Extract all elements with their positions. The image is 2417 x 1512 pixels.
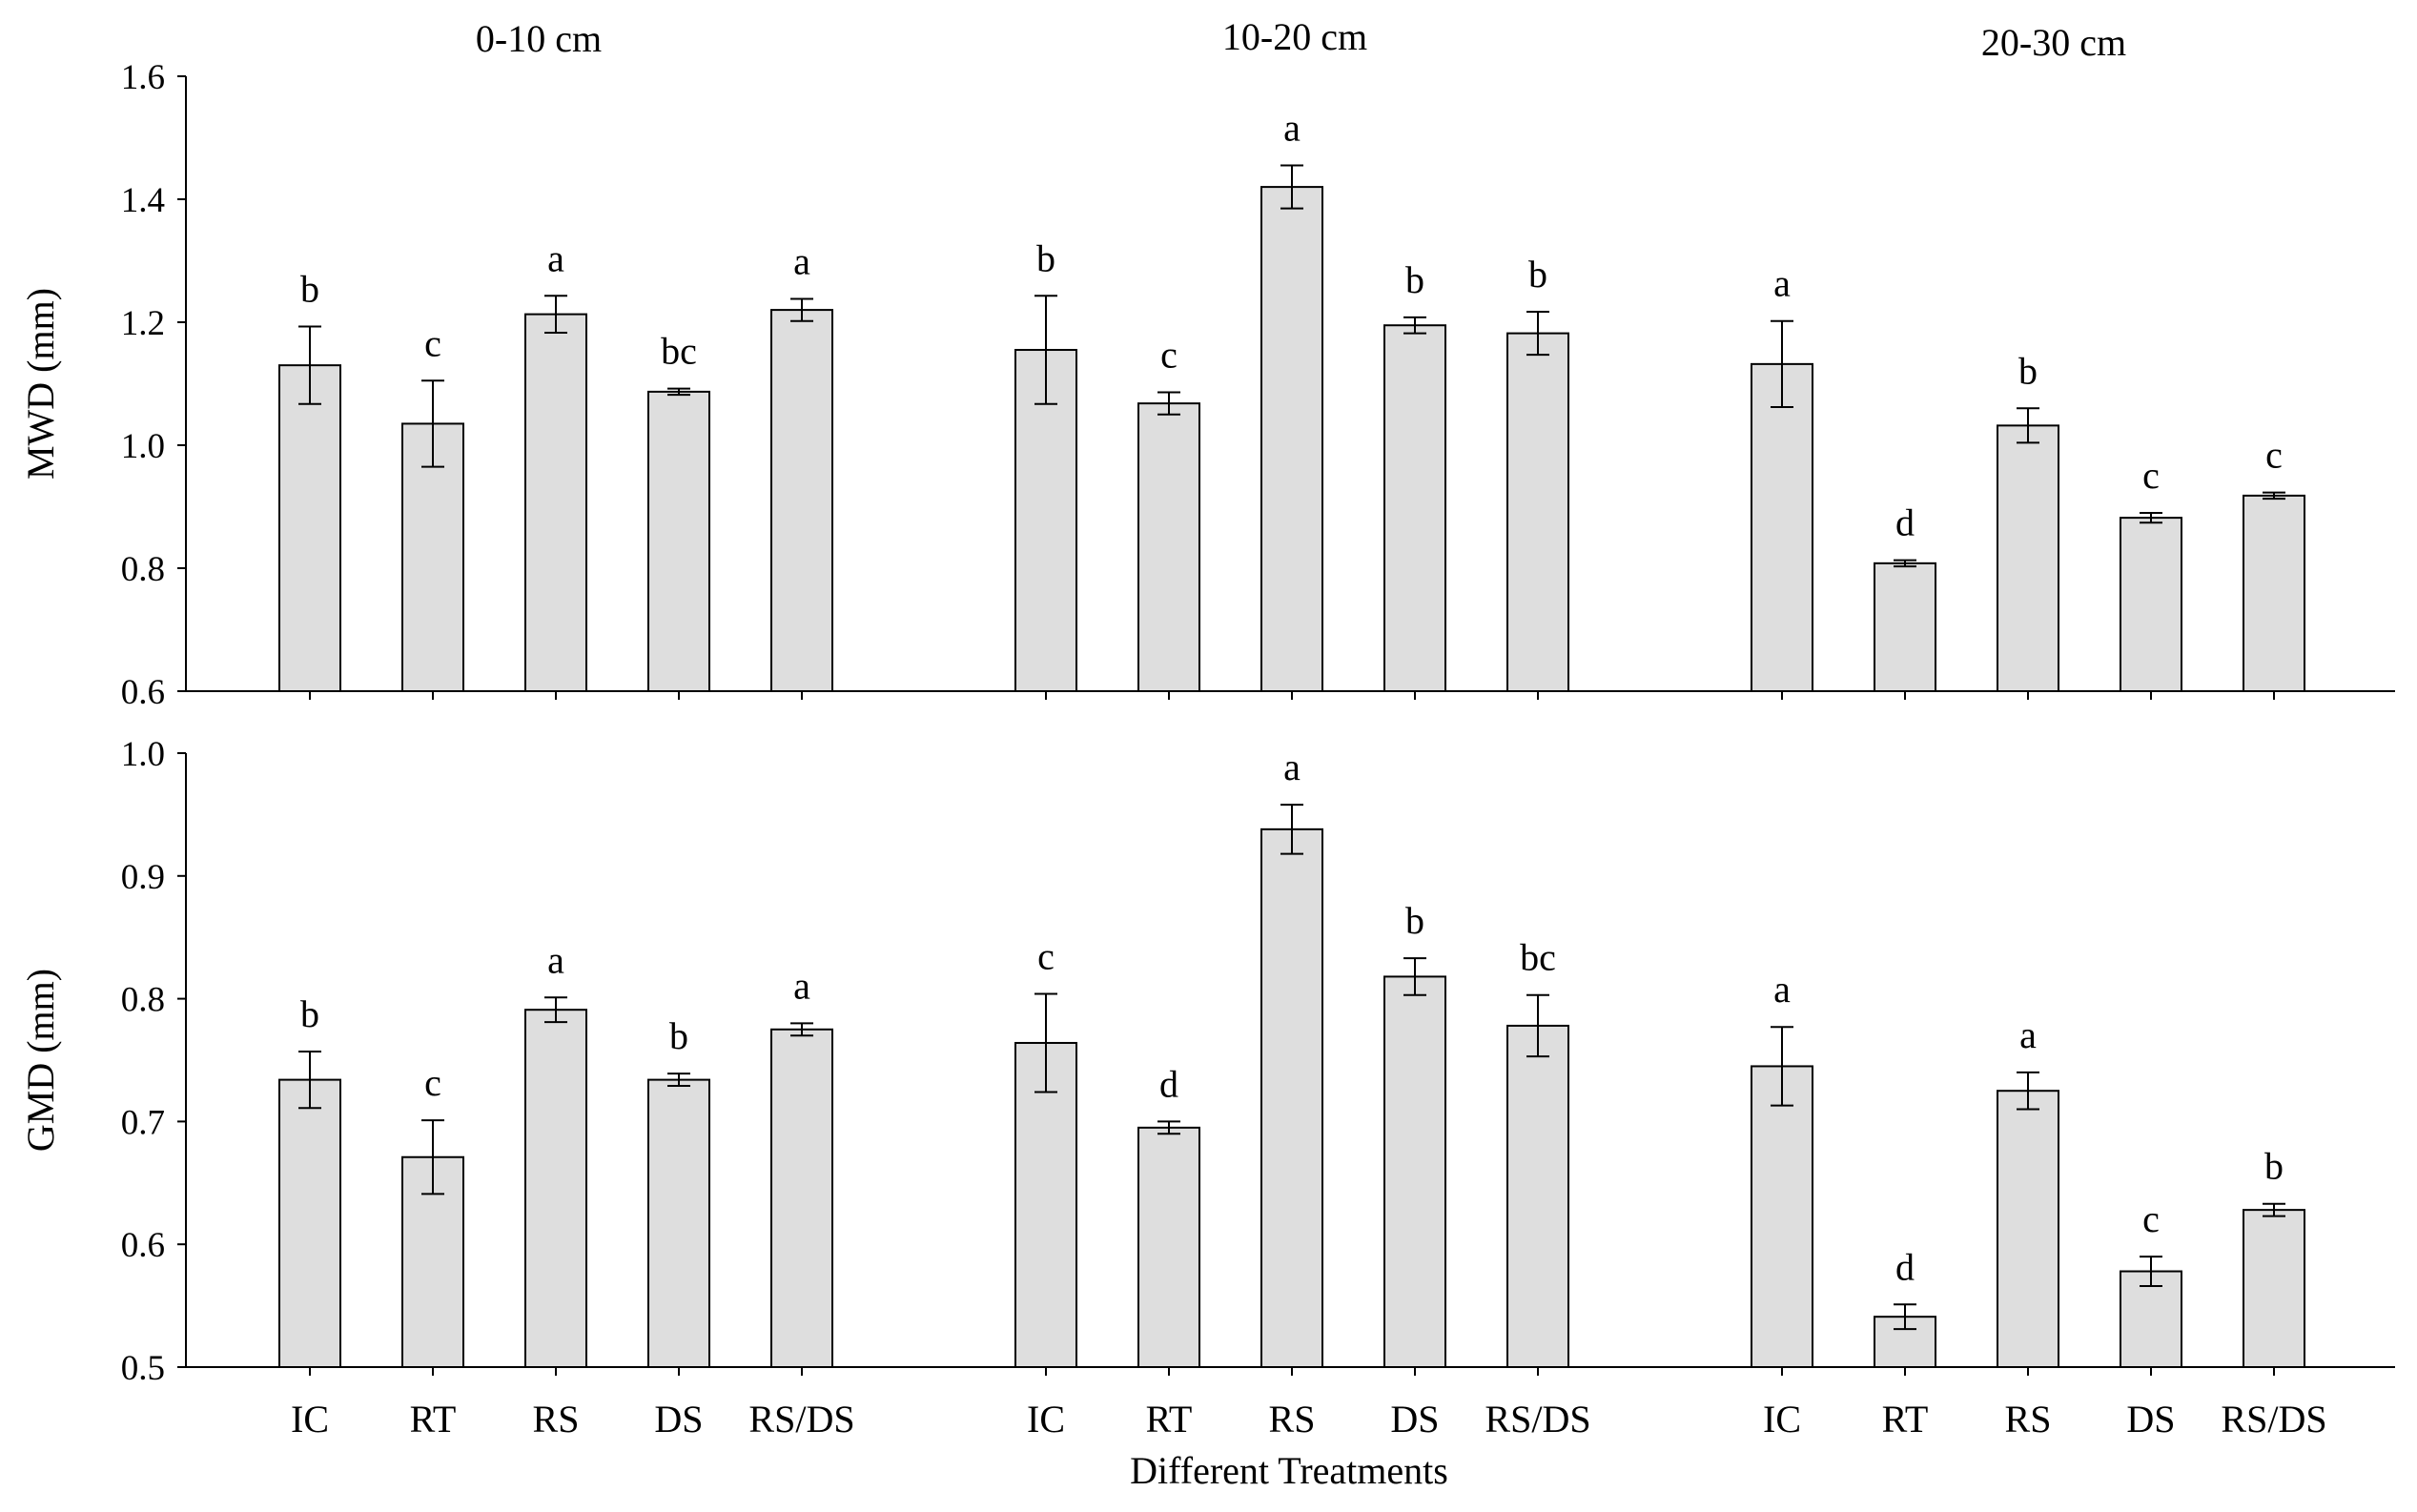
mwd-10-20cm-ic-bar xyxy=(1014,349,1077,692)
mwd-10-20cm-ds-bar xyxy=(1383,324,1446,692)
gmd-y-tick-label: 0.7 xyxy=(121,1103,165,1142)
gmd-20-30cm-ic-bar xyxy=(1751,1065,1813,1368)
gmd-10-20cm-ds-significance-letter: b xyxy=(1405,899,1424,942)
x-category-label: RS xyxy=(2005,1398,2052,1440)
gmd-y-tick-label: 0.8 xyxy=(121,981,165,1020)
x-axis-label: Different Treatments xyxy=(1130,1449,1448,1492)
gmd-0-10cm-ds-significance-letter: b xyxy=(669,1014,688,1057)
gmd-20-30cm-rs-ds-significance-letter: b xyxy=(2264,1145,2284,1188)
mwd-0-10cm-rt-bar xyxy=(401,422,464,692)
mwd-10-20cm-rs-ds-bar xyxy=(1506,332,1569,692)
gmd-20-30cm-ic-significance-letter: a xyxy=(1773,968,1791,1011)
x-category-label: RT xyxy=(410,1398,457,1440)
mwd-10-20cm-rs-ds-significance-letter: b xyxy=(1528,253,1547,296)
gmd-panel: 0.5 0.6 0.7 0.8 0.9 1.0 GMD (mm) b IC c RT a RS b DS a R… xyxy=(19,735,2395,1440)
gmd-10-20cm-ic-bar xyxy=(1014,1041,1077,1369)
mwd-y-tick-label: 0.8 xyxy=(121,550,165,589)
mwd-0-10cm-rs-bar xyxy=(524,313,587,692)
gmd-0-10cm-rs-ds-significance-letter: a xyxy=(793,964,810,1007)
x-category-label: RS xyxy=(533,1398,580,1440)
x-category-label: RS/DS xyxy=(2221,1398,2326,1440)
gmd-10-20cm-rs-significance-letter: a xyxy=(1283,746,1301,788)
mwd-0-10cm-rs-ds-significance-letter: a xyxy=(793,239,810,282)
mwd-panel: 0.6 0.8 1.0 1.2 1.4 1.6 MWD (mm) 0-10 cm 10-20 c… xyxy=(19,15,2395,712)
x-category-label: IC xyxy=(1763,1398,1801,1440)
x-category-label: RS xyxy=(1269,1398,1316,1440)
mwd-0-10cm-rt-significance-letter: c xyxy=(424,321,441,364)
x-category-label: IC xyxy=(1027,1398,1065,1440)
mwd-0-10cm-ic-bar xyxy=(278,364,341,692)
gmd-20-30cm-rs-ds-bar xyxy=(2243,1209,2305,1368)
x-category-label: RT xyxy=(1882,1398,1929,1440)
gmd-0-10cm-rs-significance-letter: a xyxy=(547,938,564,981)
mwd-y-axis-label: MWD (mm) xyxy=(19,288,62,480)
mwd-y-tick-label: 1.6 xyxy=(121,58,165,97)
gmd-10-20cm-rt-significance-letter: d xyxy=(1159,1062,1178,1105)
mwd-20-30cm-ic-significance-letter: a xyxy=(1773,262,1791,305)
mwd-0-10cm-rs-ds-bar xyxy=(770,309,833,692)
depth-group-title: 20-30 cm xyxy=(1981,21,2126,64)
mwd-10-20cm-rt-significance-letter: c xyxy=(1160,334,1178,377)
mwd-10-20cm-rt-bar xyxy=(1137,402,1200,692)
mwd-10-20cm-ic-significance-letter: b xyxy=(1036,236,1055,279)
gmd-0-10cm-rs-ds-bar xyxy=(770,1028,833,1369)
mwd-y-tick-label: 1.0 xyxy=(121,427,165,466)
gmd-y-tick-label: 0.9 xyxy=(121,858,165,897)
mwd-0-10cm-ds-significance-letter: bc xyxy=(661,330,697,373)
gmd-0-10cm-rt-significance-letter: c xyxy=(424,1061,441,1104)
gmd-20-30cm-rs-bar xyxy=(1997,1090,2059,1368)
gmd-0-10cm-ic-bar xyxy=(278,1078,341,1369)
gmd-y-axis-label: GMD (mm) xyxy=(19,969,62,1152)
mwd-20-30cm-ds-significance-letter: c xyxy=(2142,454,2160,497)
mwd-20-30cm-rs-ds-bar xyxy=(2243,494,2305,693)
x-category-label: DS xyxy=(1390,1398,1439,1440)
mwd-20-30cm-rs-ds-significance-letter: c xyxy=(2265,434,2283,477)
mwd-20-30cm-rt-significance-letter: d xyxy=(1895,501,1915,544)
mwd-0-10cm-rs-significance-letter: a xyxy=(547,236,564,279)
gmd-10-20cm-rt-bar xyxy=(1137,1126,1200,1368)
gmd-10-20cm-ds-bar xyxy=(1383,975,1446,1369)
x-category-label: RS/DS xyxy=(748,1398,854,1440)
gmd-20-30cm-ds-significance-letter: c xyxy=(2142,1197,2160,1240)
mwd-20-30cm-ds-bar xyxy=(2120,517,2182,692)
depth-group-title: 0-10 cm xyxy=(476,17,602,60)
mwd-10-20cm-rs-significance-letter: a xyxy=(1283,107,1301,150)
depth-group-title: 10-20 cm xyxy=(1222,15,1367,58)
mwd-y-tick-label: 1.2 xyxy=(121,304,165,343)
x-category-label: DS xyxy=(654,1398,703,1440)
gmd-10-20cm-rs-bar xyxy=(1260,828,1323,1368)
gmd-20-30cm-rt-significance-letter: d xyxy=(1895,1245,1915,1288)
x-category-label: IC xyxy=(291,1398,329,1440)
x-category-label: DS xyxy=(2126,1398,2175,1440)
mwd-0-10cm-ic-significance-letter: b xyxy=(300,268,319,311)
mwd-y-tick-label: 1.4 xyxy=(121,181,165,220)
gmd-10-20cm-ic-significance-letter: c xyxy=(1037,934,1055,977)
gmd-20-30cm-rs-significance-letter: a xyxy=(2019,1013,2037,1056)
x-category-label: RS/DS xyxy=(1485,1398,1590,1440)
gmd-10-20cm-rs-ds-bar xyxy=(1506,1024,1569,1369)
mwd-20-30cm-rs-significance-letter: b xyxy=(2018,349,2038,392)
gmd-0-10cm-ds-bar xyxy=(647,1078,710,1369)
x-category-label: RT xyxy=(1146,1398,1193,1440)
mwd-10-20cm-rs-bar xyxy=(1260,186,1323,693)
mwd-0-10cm-ds-bar xyxy=(647,390,710,692)
gmd-y-tick-label: 0.5 xyxy=(121,1349,165,1388)
mwd-20-30cm-rs-bar xyxy=(1997,424,2059,692)
gmd-y-tick-label: 0.6 xyxy=(121,1226,165,1265)
gmd-0-10cm-rs-bar xyxy=(524,1009,587,1369)
mwd-20-30cm-ic-bar xyxy=(1751,362,1813,692)
gmd-y-tick-label: 1.0 xyxy=(121,735,165,774)
mwd-10-20cm-ds-significance-letter: b xyxy=(1405,258,1424,301)
gmd-0-10cm-ic-significance-letter: b xyxy=(300,992,319,1035)
mwd-20-30cm-rt-bar xyxy=(1874,562,1936,693)
gmd-10-20cm-rs-ds-significance-letter: bc xyxy=(1520,936,1556,979)
mwd-y-tick-label: 0.6 xyxy=(121,673,165,712)
